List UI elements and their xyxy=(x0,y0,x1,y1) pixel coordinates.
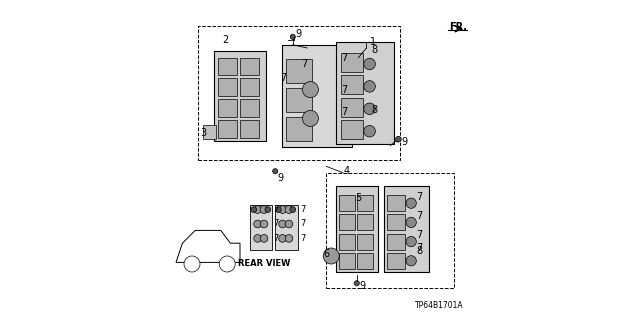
Bar xyxy=(384,186,429,272)
Text: 7: 7 xyxy=(274,234,279,243)
Text: 7: 7 xyxy=(340,107,347,117)
Bar xyxy=(357,253,372,269)
Text: 7: 7 xyxy=(300,205,305,214)
Circle shape xyxy=(279,206,287,213)
Circle shape xyxy=(406,236,417,247)
Bar xyxy=(287,117,312,141)
Circle shape xyxy=(285,206,293,213)
Bar xyxy=(282,45,352,147)
Circle shape xyxy=(406,217,417,228)
Bar xyxy=(339,253,355,269)
Bar xyxy=(336,186,378,272)
Circle shape xyxy=(285,235,293,242)
Circle shape xyxy=(254,220,262,228)
Text: 7: 7 xyxy=(300,234,305,243)
Bar xyxy=(387,214,405,230)
Text: 8: 8 xyxy=(416,246,422,256)
Circle shape xyxy=(260,235,268,242)
Bar xyxy=(340,120,364,139)
Circle shape xyxy=(302,110,319,126)
Text: 7: 7 xyxy=(416,192,422,202)
Circle shape xyxy=(251,207,257,212)
Bar xyxy=(336,42,394,144)
Text: 2: 2 xyxy=(223,35,228,45)
Bar xyxy=(339,195,355,211)
Circle shape xyxy=(285,220,293,228)
Circle shape xyxy=(279,235,287,242)
Text: 7: 7 xyxy=(301,59,307,69)
Text: 7: 7 xyxy=(416,230,422,240)
Bar xyxy=(214,51,266,141)
Bar xyxy=(218,58,237,75)
Circle shape xyxy=(265,207,271,212)
Circle shape xyxy=(406,198,417,208)
Bar xyxy=(287,59,312,83)
Text: 4: 4 xyxy=(344,166,350,176)
Bar xyxy=(340,98,364,117)
Circle shape xyxy=(290,207,296,212)
Bar xyxy=(218,99,237,117)
Bar xyxy=(339,214,355,230)
Text: 7: 7 xyxy=(416,243,422,253)
Text: 7: 7 xyxy=(274,220,279,228)
Text: 8: 8 xyxy=(371,105,378,116)
Bar xyxy=(275,205,298,250)
Bar xyxy=(357,234,372,250)
Circle shape xyxy=(254,235,262,242)
Bar xyxy=(240,78,259,96)
Bar xyxy=(387,253,405,269)
Circle shape xyxy=(260,206,268,213)
Bar xyxy=(218,120,237,138)
Text: 7: 7 xyxy=(416,211,422,221)
Circle shape xyxy=(364,58,375,70)
Text: 3: 3 xyxy=(200,128,206,138)
Bar xyxy=(357,214,372,230)
Text: 5: 5 xyxy=(355,193,362,204)
Circle shape xyxy=(260,220,268,228)
Circle shape xyxy=(364,103,375,115)
Text: 7: 7 xyxy=(340,52,347,63)
Text: REAR VIEW: REAR VIEW xyxy=(238,260,290,268)
Bar xyxy=(240,99,259,117)
Bar xyxy=(287,88,312,112)
Text: 9: 9 xyxy=(402,137,408,148)
Circle shape xyxy=(290,34,295,39)
Bar xyxy=(340,75,364,94)
Text: 9: 9 xyxy=(278,172,284,183)
Text: 7: 7 xyxy=(280,73,286,84)
Text: 8: 8 xyxy=(371,44,378,55)
Bar xyxy=(250,205,272,250)
Circle shape xyxy=(184,256,200,272)
Circle shape xyxy=(273,169,278,174)
Bar xyxy=(387,195,405,211)
Text: FR.: FR. xyxy=(450,22,468,32)
Circle shape xyxy=(364,81,375,92)
Circle shape xyxy=(364,125,375,137)
Text: 1: 1 xyxy=(370,36,376,47)
Circle shape xyxy=(406,256,417,266)
Bar xyxy=(218,78,237,96)
Text: TP64B1701A: TP64B1701A xyxy=(415,301,464,310)
Circle shape xyxy=(355,281,360,286)
Text: 6: 6 xyxy=(324,249,330,260)
Text: 9: 9 xyxy=(295,28,301,39)
Bar xyxy=(240,58,259,75)
Text: 7: 7 xyxy=(300,220,305,228)
Circle shape xyxy=(396,136,401,142)
Circle shape xyxy=(302,82,319,98)
Text: 7: 7 xyxy=(340,84,347,95)
Text: 9: 9 xyxy=(359,281,365,292)
Circle shape xyxy=(279,220,287,228)
Circle shape xyxy=(254,206,262,213)
Bar xyxy=(204,125,216,139)
Bar xyxy=(340,53,364,72)
Circle shape xyxy=(219,256,236,272)
Bar xyxy=(387,234,405,250)
Bar xyxy=(357,195,372,211)
Text: 7: 7 xyxy=(274,205,279,214)
Circle shape xyxy=(323,248,339,264)
Bar xyxy=(240,120,259,138)
Circle shape xyxy=(275,207,282,212)
Bar xyxy=(339,234,355,250)
